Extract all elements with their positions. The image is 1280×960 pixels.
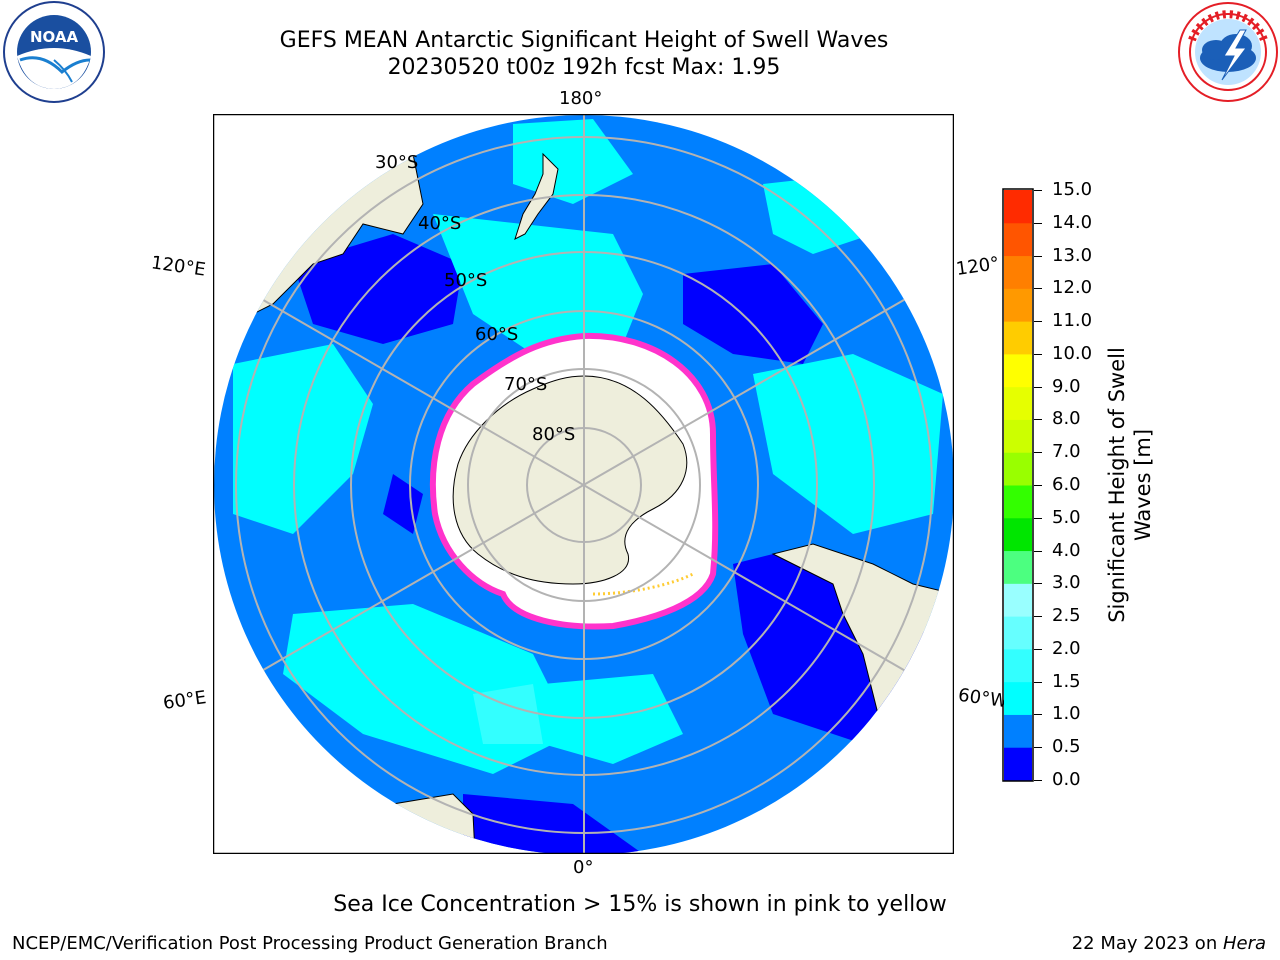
colorbar-tick-label: 1.5 bbox=[1052, 670, 1081, 692]
sea-ice-note: Sea Ice Concentration > 15% is shown in … bbox=[333, 892, 947, 917]
colorbar-segment bbox=[1004, 190, 1032, 224]
mid-swell-region bbox=[543, 674, 683, 764]
lon-label-180: 180° bbox=[559, 88, 603, 109]
colorbar-tick-mark bbox=[1034, 321, 1042, 323]
colorbar-tick-mark bbox=[1034, 288, 1042, 290]
high-swell-region bbox=[473, 684, 543, 744]
colorbar-tick-mark bbox=[1034, 452, 1042, 454]
lat-label-70s: 70°S bbox=[504, 374, 548, 395]
colorbar-segment bbox=[1004, 288, 1032, 322]
colorbar-segment bbox=[1004, 747, 1032, 781]
colorbar-segment bbox=[1004, 386, 1032, 420]
colorbar-tick-label: 13.0 bbox=[1052, 244, 1093, 266]
colorbar-segment bbox=[1004, 419, 1032, 453]
colorbar-tick-label: 8.0 bbox=[1052, 408, 1081, 430]
colorbar-tick-mark bbox=[1034, 747, 1042, 749]
lon-label-120w: 120° bbox=[954, 253, 1001, 280]
colorbar-tick-mark bbox=[1034, 255, 1042, 257]
colorbar-segment bbox=[1004, 452, 1032, 486]
footer-host: Hera bbox=[1222, 933, 1266, 954]
low-swell-region bbox=[293, 234, 463, 344]
map-title: GEFS MEAN Antarctic Significant Height o… bbox=[279, 28, 889, 53]
colorbar-tick-label: 2.0 bbox=[1052, 637, 1081, 659]
colorbar-tick-label: 15.0 bbox=[1052, 179, 1093, 200]
colorbar-segment bbox=[1004, 485, 1032, 519]
nws-logo bbox=[1178, 2, 1278, 102]
colorbar-tick-label: 9.0 bbox=[1052, 375, 1081, 397]
colorbar-tick-mark bbox=[1034, 681, 1042, 683]
colorbar-title-line2: Waves [m] bbox=[1131, 428, 1155, 542]
map-border bbox=[213, 114, 954, 854]
noaa-logo: NOAA bbox=[3, 1, 105, 103]
colorbar-tick-label: 12.0 bbox=[1052, 277, 1093, 299]
colorbar-tick-label: 0.0 bbox=[1052, 769, 1081, 790]
colorbar-tick-mark bbox=[1034, 222, 1042, 224]
lat-label-50s: 50°S bbox=[444, 270, 488, 291]
colorbar-segment bbox=[1004, 222, 1032, 257]
colorbar-title-line1: Significant Height of Swell bbox=[1105, 347, 1129, 623]
land-new-zealand bbox=[514, 152, 559, 240]
colorbar-segment bbox=[1004, 616, 1032, 650]
colorbar-segment bbox=[1004, 681, 1032, 715]
colorbar-tick-label: 5.0 bbox=[1052, 506, 1081, 528]
colorbar-tick-label: 4.0 bbox=[1052, 539, 1081, 561]
colorbar-tick-label: 0.5 bbox=[1052, 736, 1081, 758]
colorbar-tick-mark bbox=[1034, 353, 1042, 355]
colorbar-tick-mark bbox=[1034, 714, 1042, 716]
colorbar-segment bbox=[1004, 648, 1032, 683]
footer-branch: NCEP/EMC/Verification Post Processing Pr… bbox=[12, 933, 608, 954]
lon-label-120e: 120°E bbox=[149, 252, 207, 281]
low-swell-region bbox=[463, 794, 643, 854]
lon-label-0: 0° bbox=[573, 857, 594, 878]
colorbar-tick-label: 6.0 bbox=[1052, 474, 1081, 495]
colorbar bbox=[1002, 188, 1034, 782]
colorbar-tick-mark bbox=[1034, 190, 1042, 191]
lat-label-30s: 30°S bbox=[375, 152, 419, 173]
colorbar-tick-mark bbox=[1034, 616, 1042, 618]
footer-date-text: 22 May 2023 on bbox=[1071, 933, 1223, 954]
meridian-lines bbox=[214, 115, 954, 854]
lat-label-80s: 80°S bbox=[532, 424, 576, 445]
colorbar-tick-mark bbox=[1034, 485, 1042, 486]
colorbar-tick-mark bbox=[1034, 780, 1042, 781]
footer-date: 22 May 2023 on Hera bbox=[1072, 933, 1266, 954]
colorbar-tick-label: 1.0 bbox=[1052, 703, 1081, 725]
lon-label-60e: 60°E bbox=[161, 687, 208, 714]
colorbar-tick-label: 7.0 bbox=[1052, 441, 1081, 463]
colorbar-tick-label: 2.5 bbox=[1052, 605, 1081, 627]
lat-label-40s: 40°S bbox=[418, 213, 462, 234]
colorbar-tick-mark bbox=[1034, 550, 1042, 552]
colorbar-segment bbox=[1004, 353, 1032, 388]
map-subtitle: 20230520 t00z 192h fcst Max: 1.95 bbox=[387, 55, 781, 80]
colorbar-tick-mark bbox=[1034, 648, 1042, 650]
colorbar-segment bbox=[1004, 714, 1032, 748]
colorbar-tick-mark bbox=[1034, 583, 1042, 585]
colorbar-segment bbox=[1004, 583, 1032, 617]
colorbar-tick-mark bbox=[1034, 386, 1042, 388]
colorbar-segment bbox=[1004, 517, 1032, 552]
colorbar-tick-label: 11.0 bbox=[1052, 310, 1093, 332]
colorbar-segment bbox=[1004, 321, 1032, 355]
low-swell-region bbox=[683, 264, 823, 364]
colorbar-tick-mark bbox=[1034, 517, 1042, 519]
colorbar-segment bbox=[1004, 255, 1032, 289]
colorbar-tick-label: 3.0 bbox=[1052, 572, 1081, 594]
polar-map bbox=[213, 114, 954, 854]
mid-swell-region bbox=[433, 214, 643, 354]
colorbar-segment bbox=[1004, 550, 1032, 584]
lat-label-60s: 60°S bbox=[475, 324, 519, 345]
mid-swell-region bbox=[233, 344, 373, 534]
noaa-logo-text: NOAA bbox=[30, 28, 79, 46]
colorbar-tick-mark bbox=[1034, 419, 1042, 421]
colorbar-tick-label: 10.0 bbox=[1052, 342, 1093, 364]
colorbar-tick-label: 14.0 bbox=[1052, 211, 1093, 233]
